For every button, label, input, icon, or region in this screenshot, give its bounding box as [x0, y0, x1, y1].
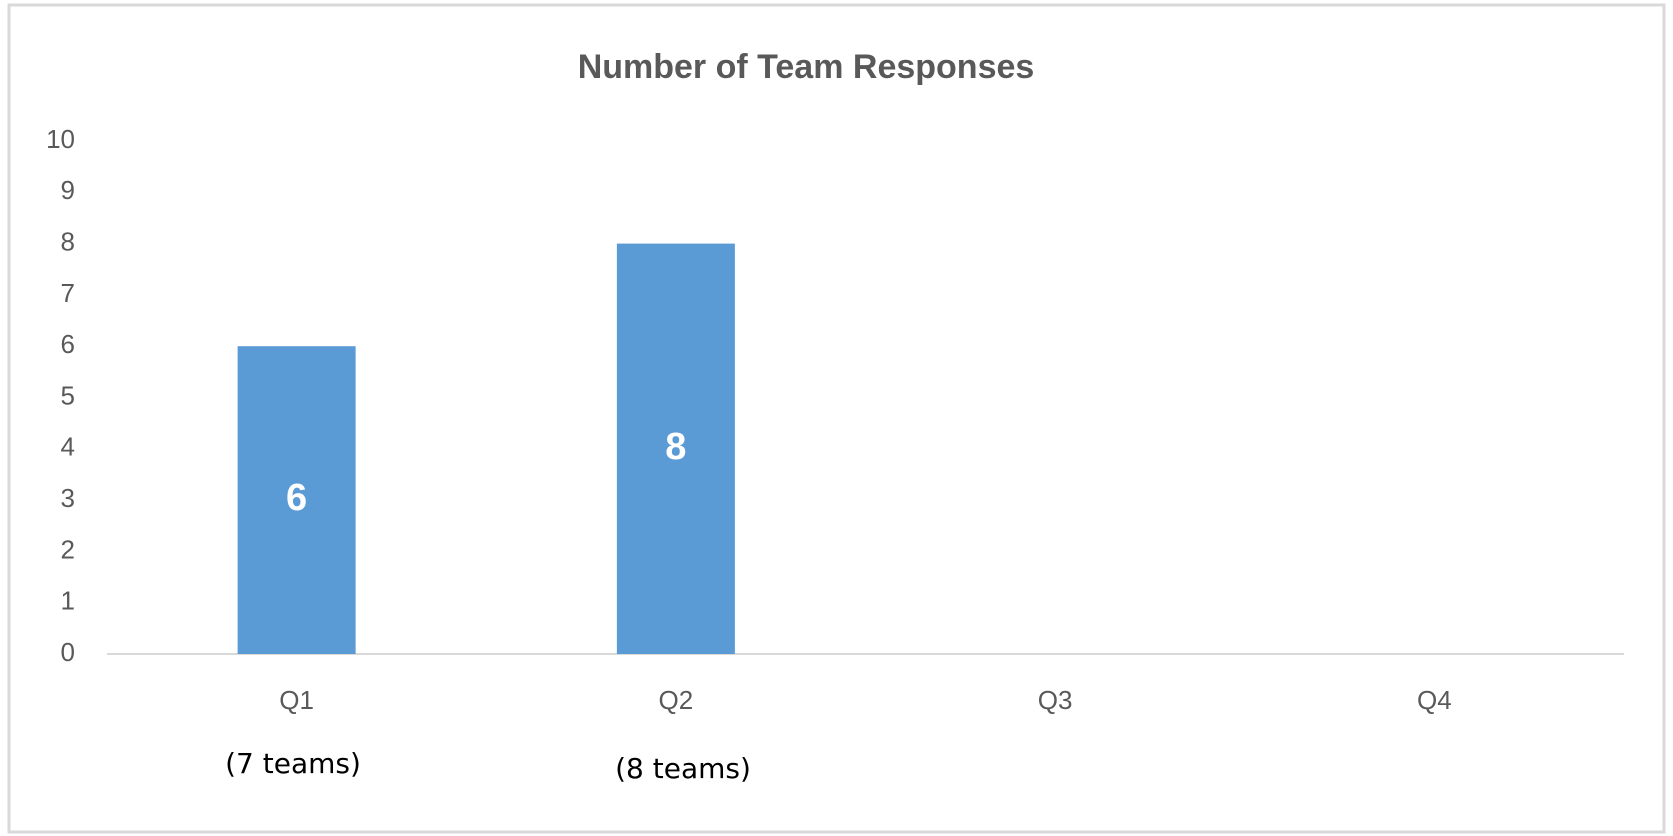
x-tick-label: Q4 — [1417, 685, 1452, 715]
y-tick-label: 9 — [61, 175, 75, 205]
bar — [237, 346, 356, 654]
y-tick-label: 0 — [61, 637, 75, 667]
annotation: (7 teams) — [225, 747, 361, 780]
x-tick-label: Q3 — [1038, 685, 1073, 715]
y-tick-label: 2 — [61, 534, 75, 564]
x-tick-label: Q1 — [279, 685, 314, 715]
y-tick-label: 8 — [61, 226, 75, 256]
y-tick-label: 1 — [61, 586, 75, 616]
y-tick-label: 7 — [61, 278, 75, 308]
value-label: 8 — [665, 426, 686, 468]
y-tick-label: 4 — [61, 432, 75, 462]
y-tick-label: 10 — [46, 124, 75, 154]
y-tick-label: 3 — [61, 483, 75, 513]
chart-title: Number of Team Responses — [578, 48, 1035, 86]
y-tick-label: 6 — [61, 329, 75, 359]
x-tick-label: Q2 — [659, 685, 694, 715]
bar — [616, 243, 735, 654]
value-label: 6 — [286, 477, 307, 519]
y-tick-label: 5 — [61, 380, 75, 410]
annotation: (8 teams) — [615, 752, 751, 785]
